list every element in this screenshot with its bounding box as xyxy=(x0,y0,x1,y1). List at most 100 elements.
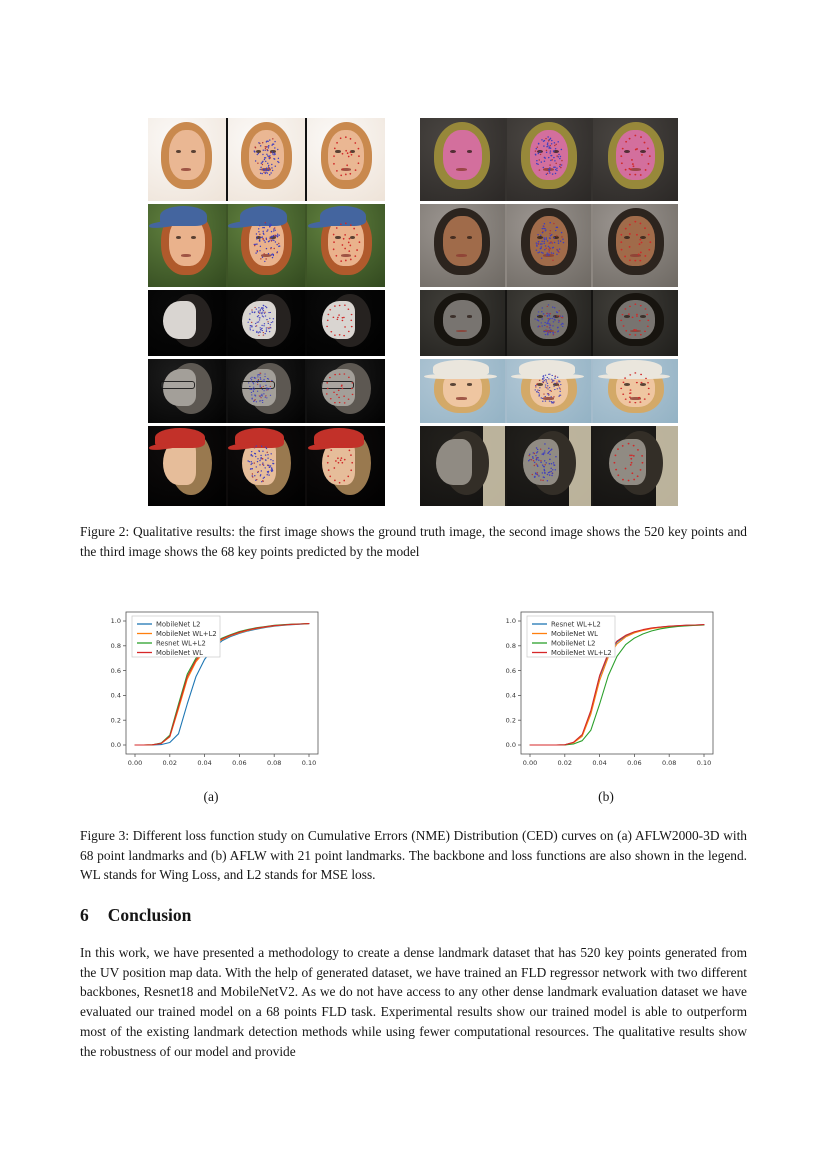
eye-shape xyxy=(639,315,646,318)
landmark-overlay-68 xyxy=(333,222,361,263)
eye-shape xyxy=(270,235,276,239)
eye-shape xyxy=(450,383,457,386)
window-light xyxy=(482,426,505,506)
landmark-overlay-68 xyxy=(620,303,650,336)
svg-text:0.00: 0.00 xyxy=(128,759,142,767)
eye-shape xyxy=(335,235,341,239)
figure2-row xyxy=(148,290,679,356)
ced-chart-a: 0.00 0.02 0.04 0.06 0.08 0.10 0.0 0.2 0.4 0.6 0.8 1… xyxy=(111,611,319,767)
landmark-overlay-520 xyxy=(527,443,557,482)
section-number: 6 xyxy=(80,905,89,925)
eye-shape xyxy=(623,383,630,386)
eye-shape xyxy=(335,149,341,153)
landmark-overlay-68 xyxy=(326,373,354,404)
face-image-ground-truth xyxy=(420,359,505,423)
glasses-shape xyxy=(160,381,196,389)
bucket-hat-shape xyxy=(519,359,576,377)
figure2-row xyxy=(148,359,679,423)
svg-text:0.8: 0.8 xyxy=(111,642,121,650)
face-image-520-keypoints xyxy=(506,290,592,356)
face-image-68-keypoints xyxy=(307,359,386,423)
landmark-overlay-520 xyxy=(534,136,563,176)
figure2-panel-left xyxy=(148,359,386,423)
face-image-520-keypoints xyxy=(227,359,306,423)
eye-shape xyxy=(639,235,646,239)
svg-text:0.00: 0.00 xyxy=(523,759,537,767)
legend-entry: MobileNet WL xyxy=(551,630,598,638)
legend-entry: MobileNet WL+L2 xyxy=(156,630,217,638)
svg-text:0.02: 0.02 xyxy=(163,759,177,767)
svg-text:0.6: 0.6 xyxy=(111,667,121,675)
legend-entry: MobileNet L2 xyxy=(156,620,201,628)
eye-shape xyxy=(553,149,560,153)
eye-shape xyxy=(350,149,356,153)
figure3-chart-b: 0.00 0.02 0.04 0.06 0.08 0.10 0.0 0.2 0.4 0.6 0.8 1… xyxy=(491,604,721,805)
landmark-overlay-520 xyxy=(535,222,564,262)
eye-shape xyxy=(537,235,544,239)
face-image-68-keypoints xyxy=(307,290,386,356)
eye-shape xyxy=(466,149,473,153)
landmark-overlay-68 xyxy=(327,444,354,484)
face-image-ground-truth xyxy=(148,426,226,506)
landmark-overlay-520 xyxy=(534,304,564,336)
landmark-overlay-520 xyxy=(534,373,562,404)
face-image-520-keypoints xyxy=(506,426,592,506)
face-shape xyxy=(162,300,197,339)
mouth-shape xyxy=(543,397,555,400)
eye-shape xyxy=(450,149,457,153)
face-image-520-keypoints xyxy=(227,426,306,506)
face-image-68-keypoints xyxy=(593,118,679,201)
window-light xyxy=(569,426,592,506)
svg-text:1.0: 1.0 xyxy=(111,617,121,625)
landmark-overlay-520 xyxy=(247,304,274,337)
landmark-overlay-520 xyxy=(253,138,280,176)
eye-shape xyxy=(639,383,646,386)
face-shape xyxy=(442,130,482,181)
face-image-ground-truth xyxy=(420,118,505,201)
landmark-overlay-68 xyxy=(613,442,644,482)
eye-shape xyxy=(466,383,473,386)
face-image-520-keypoints xyxy=(227,118,306,201)
face-image-520-keypoints xyxy=(506,204,592,287)
figure2-panel-left xyxy=(148,204,386,287)
figure2-panel-left xyxy=(148,118,386,201)
landmark-overlay-520 xyxy=(247,445,274,483)
svg-text:0.6: 0.6 xyxy=(506,667,516,675)
figure2-panel-right xyxy=(420,290,679,356)
section-heading: 6 Conclusion xyxy=(80,905,191,926)
face-image-520-keypoints xyxy=(227,204,306,287)
eye-shape xyxy=(623,149,630,153)
face-image-68-keypoints xyxy=(593,204,679,287)
svg-text:0.04: 0.04 xyxy=(197,759,211,767)
face-shape xyxy=(168,130,205,181)
conclusion-paragraph: In this work, we have presented a method… xyxy=(80,945,747,1059)
face-image-68-keypoints xyxy=(593,426,679,506)
face-image-68-keypoints xyxy=(593,290,679,356)
window-light xyxy=(656,426,679,506)
svg-text:0.08: 0.08 xyxy=(662,759,676,767)
landmark-overlay-68 xyxy=(620,220,652,262)
face-image-ground-truth xyxy=(148,118,226,201)
figure2-panel-left xyxy=(148,290,386,356)
face-image-ground-truth xyxy=(420,426,505,506)
face-shape xyxy=(442,216,482,267)
svg-text:0.4: 0.4 xyxy=(506,692,516,700)
landmark-overlay-68 xyxy=(326,304,353,337)
svg-text:0.2: 0.2 xyxy=(111,716,121,724)
face-image-520-keypoints xyxy=(506,359,592,423)
figure2-row xyxy=(148,426,679,506)
eye-shape xyxy=(553,383,560,386)
face-image-ground-truth xyxy=(148,290,226,356)
figure2-panel-left xyxy=(148,426,386,506)
face-image-68-keypoints xyxy=(307,204,386,287)
face-shape xyxy=(616,216,656,267)
face-shape xyxy=(248,130,285,181)
face-shape xyxy=(442,299,482,340)
svg-text:0.10: 0.10 xyxy=(697,759,711,767)
mouth-shape xyxy=(629,397,641,400)
mouth-shape xyxy=(456,253,468,257)
bucket-hat-shape xyxy=(606,359,662,377)
figure2-caption: Figure 2: Qualitative results: the first… xyxy=(80,524,747,559)
eye-shape xyxy=(175,235,182,239)
